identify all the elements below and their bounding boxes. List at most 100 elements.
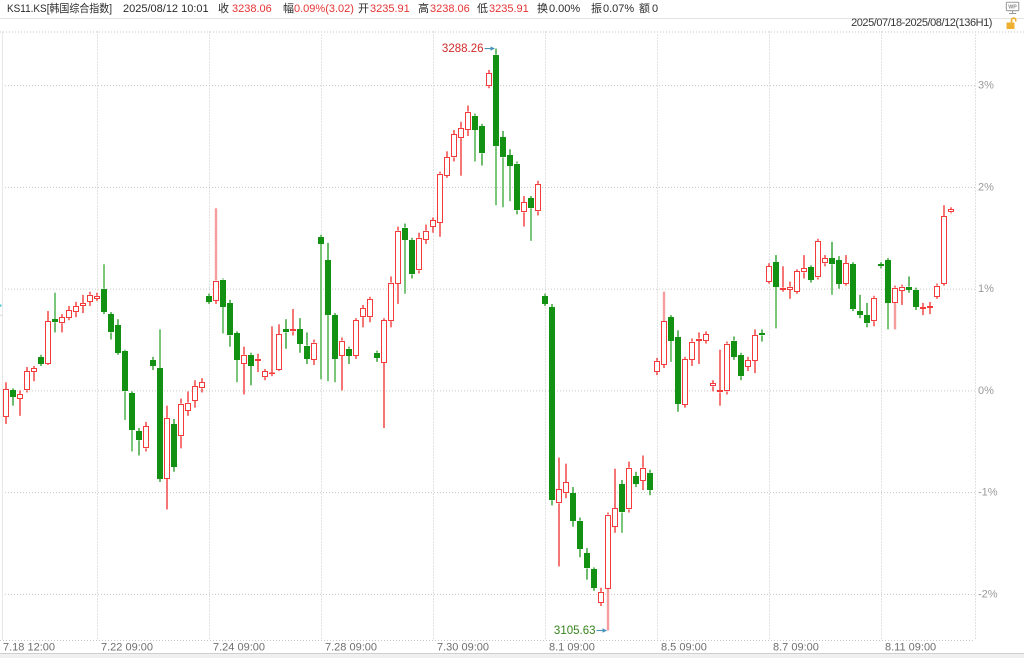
candle-body[interactable] [528, 198, 534, 208]
candle-body[interactable] [584, 553, 590, 568]
candle-body[interactable] [136, 431, 142, 440]
candle-body[interactable] [759, 333, 765, 335]
candle-body[interactable] [213, 281, 219, 301]
candle-body[interactable] [640, 468, 646, 481]
candle-body[interactable] [45, 321, 51, 364]
candle-body[interactable] [731, 341, 737, 357]
candle-body[interactable] [381, 320, 387, 363]
candle-body[interactable] [941, 216, 947, 284]
candle-body[interactable] [290, 329, 296, 331]
date-range-label[interactable]: 2025/07/18-2025/08/12(136H1) [851, 17, 992, 29]
candle-body[interactable] [934, 286, 940, 297]
candle-body[interactable] [857, 311, 863, 315]
candle-body[interactable] [486, 73, 492, 86]
candle-body[interactable] [87, 295, 93, 302]
candle-body[interactable] [899, 287, 905, 291]
candle-body[interactable] [822, 258, 828, 263]
candle-body[interactable] [843, 263, 849, 284]
candle-body[interactable] [360, 308, 366, 317]
candle-body[interactable] [885, 260, 891, 303]
candle-body[interactable] [192, 386, 198, 401]
candle-body[interactable] [24, 371, 30, 390]
candle-body[interactable] [129, 393, 135, 430]
candle-body[interactable] [374, 353, 380, 358]
candle-body[interactable] [227, 303, 233, 335]
candle-body[interactable] [500, 137, 506, 157]
candle-body[interactable] [682, 359, 688, 405]
candle-body[interactable] [920, 307, 926, 309]
candle-body[interactable] [927, 306, 933, 308]
candle-body[interactable] [185, 403, 191, 411]
candle-body[interactable] [521, 202, 527, 212]
candle-body[interactable] [276, 334, 282, 370]
candle-body[interactable] [108, 314, 114, 332]
candle-body[interactable] [367, 299, 373, 317]
candle-body[interactable] [297, 329, 303, 344]
candle-body[interactable] [409, 240, 415, 274]
candle-body[interactable] [437, 174, 443, 223]
candle-body[interactable] [829, 258, 835, 264]
candle-body[interactable] [913, 290, 919, 307]
candle-body[interactable] [353, 320, 359, 356]
symbol-name[interactable]: KS11.KS[韩国综合指数] [7, 3, 112, 15]
candle-body[interactable] [724, 344, 730, 391]
candle-body[interactable] [17, 394, 23, 399]
candle-body[interactable] [472, 116, 478, 130]
wind-terminal-icon[interactable]: WP [1005, 1, 1021, 15]
candle-body[interactable] [346, 349, 352, 356]
candle-body[interactable] [38, 357, 44, 364]
candle-body[interactable] [269, 372, 275, 375]
bottom-scroll-strip[interactable] [0, 653, 1024, 658]
candle-body[interactable] [745, 360, 751, 367]
candle-body[interactable] [507, 155, 513, 166]
candle-body[interactable] [31, 368, 37, 372]
candle-body[interactable] [738, 355, 744, 376]
candle-body[interactable] [626, 468, 632, 509]
candle-body[interactable] [801, 268, 807, 272]
candle-body[interactable] [808, 267, 814, 280]
candle-body[interactable] [122, 351, 128, 391]
candle-body[interactable] [199, 382, 205, 388]
candle-body[interactable] [668, 317, 674, 341]
candle-body[interactable] [878, 264, 884, 266]
candle-body[interactable] [542, 296, 548, 304]
candle-body[interactable] [143, 426, 149, 448]
candle-body[interactable] [220, 280, 226, 307]
candle-body[interactable] [675, 337, 681, 404]
candle-body[interactable] [556, 489, 562, 503]
candle-body[interactable] [948, 209, 954, 212]
candle-body[interactable] [80, 303, 86, 306]
candle-body[interactable] [871, 298, 877, 321]
candle-body[interactable] [157, 368, 163, 479]
candle-body[interactable] [752, 335, 758, 361]
candle-body[interactable] [563, 482, 569, 493]
candle-body[interactable] [780, 288, 786, 290]
candle-body[interactable] [661, 321, 667, 365]
candle-body[interactable] [241, 355, 247, 364]
candle-body[interactable] [101, 289, 107, 312]
candle-body[interactable] [3, 389, 9, 417]
candle-body[interactable] [262, 371, 268, 377]
candle-body[interactable] [423, 231, 429, 240]
candle-body[interactable] [318, 237, 324, 244]
candle-body[interactable] [73, 306, 79, 312]
candle-body[interactable] [815, 241, 821, 277]
candle-body[interactable] [710, 383, 716, 386]
unlock-icon[interactable] [1005, 17, 1018, 30]
candle-body[interactable] [514, 164, 520, 210]
candle-body[interactable] [647, 473, 653, 490]
candle-body[interactable] [773, 262, 779, 287]
candle-body[interactable] [395, 231, 401, 284]
candle-body[interactable] [787, 287, 793, 290]
candle-body[interactable] [430, 220, 436, 227]
candle-body[interactable] [10, 390, 16, 397]
candle-body[interactable] [612, 508, 618, 527]
candle-body[interactable] [206, 296, 212, 302]
candle-body[interactable] [248, 355, 254, 366]
candle-body[interactable] [332, 315, 338, 359]
candle-body[interactable] [164, 418, 170, 479]
candle-body[interactable] [591, 569, 597, 588]
candle-body[interactable] [255, 359, 261, 361]
candle-body[interactable] [94, 296, 100, 299]
candle-body[interactable] [864, 315, 870, 323]
